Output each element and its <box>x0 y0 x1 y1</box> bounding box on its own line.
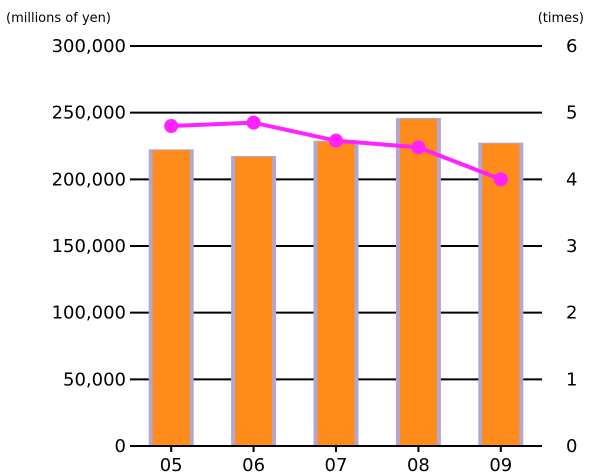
bar <box>317 141 355 446</box>
bar <box>482 143 520 446</box>
x-tick-label: 07 <box>325 455 348 473</box>
line-point <box>493 172 508 187</box>
x-tick-label: 08 <box>407 455 430 473</box>
right-tick-label: 3 <box>566 236 577 257</box>
left-tick-label: 100,000 <box>52 303 126 324</box>
x-tick-label: 06 <box>242 455 265 473</box>
bar <box>235 157 273 446</box>
bar <box>399 119 437 446</box>
bar-series <box>148 118 524 447</box>
right-tick-label: 6 <box>566 36 577 57</box>
left-tick-label: 0 <box>115 436 126 457</box>
x-tick-label: 09 <box>489 455 512 473</box>
line-point <box>164 119 179 133</box>
left-tick-label: 50,000 <box>63 369 126 390</box>
left-tick-label: 200,000 <box>52 169 126 190</box>
bar <box>152 150 190 447</box>
right-tick-label: 2 <box>566 303 577 324</box>
right-tick-label: 5 <box>566 103 577 124</box>
axes: 0 50,000 100,000 150,000 200,000 250,000 300,0… <box>52 36 578 473</box>
right-tick-label: 4 <box>566 169 577 190</box>
line-point <box>411 140 426 155</box>
right-tick-label: 1 <box>566 369 577 390</box>
left-tick-label: 300,000 <box>52 36 126 57</box>
left-axis-unit-label: (millions of yen) <box>6 11 111 26</box>
left-tick-label: 250,000 <box>52 103 126 124</box>
left-tick-label: 150,000 <box>52 236 126 257</box>
right-axis-unit-label: (times) <box>538 11 584 26</box>
line-point <box>246 115 261 130</box>
right-tick-label: 0 <box>566 436 577 457</box>
line-point <box>329 133 343 148</box>
x-tick-label: 05 <box>160 455 183 473</box>
line-series <box>164 115 508 187</box>
